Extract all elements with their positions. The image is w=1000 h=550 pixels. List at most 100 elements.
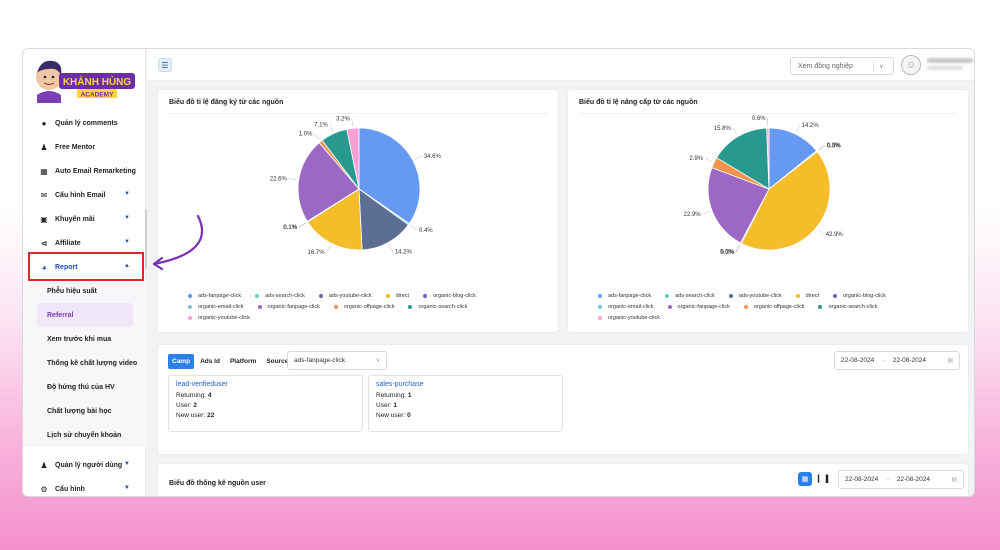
legend-row: organic-email-click organic-fanpage-click…	[598, 301, 900, 312]
pie-label-leader	[702, 211, 711, 215]
pie-slice-ads-fanpage-click[interactable]	[358, 127, 421, 225]
date-from[interactable]: 22-08-2024	[845, 476, 879, 483]
legend-item-ads-search-click[interactable]: ads-search-click	[665, 293, 715, 299]
subnav-label: Xem trước khi mua	[47, 335, 112, 343]
pie-slice-direct[interactable]	[740, 151, 831, 251]
upgrade-source-card: Biểu đồ tỉ lệ nâng cấp từ các nguồn 14.2…	[567, 89, 969, 333]
legend-item-organic-youtube-click[interactable]: organic-youtube-click	[598, 315, 660, 321]
legend-item-organic-fanpage-click[interactable]: organic-fanpage-click	[667, 304, 730, 310]
pie-label-organic-youtube-click: 3.2%	[336, 116, 350, 122]
colleague-select[interactable]: Xem đồng nghiệp ∨	[790, 57, 894, 75]
metric-title[interactable]: lead-verifieduser	[176, 381, 228, 388]
user-email-blurred	[927, 66, 963, 70]
legend-row: organic-youtube-click	[598, 312, 900, 323]
pie-slice-ads-youtube-click[interactable]	[358, 188, 409, 251]
sidebar-item-user-management[interactable]: ♟ Quản lý người dùng ▼	[23, 453, 146, 477]
sidebar-item-email-config[interactable]: ✉ Cấu hình Email ▼	[23, 183, 146, 207]
user-source-date-range[interactable]: 22-08-2024 → 22-08-2024 ▤	[838, 470, 964, 489]
pie-slice-organic-fanpage-click[interactable]	[707, 167, 770, 244]
legend-dot	[667, 304, 672, 309]
source-select[interactable]: ads-fanpage-click ∨	[287, 351, 387, 370]
legend-item-organic-offpage-click[interactable]: organic-offpage-click	[333, 304, 394, 310]
legend-item-ads-fanpage-click[interactable]: ads-fanpage-click	[598, 293, 651, 299]
legend-item-organic-youtube-click[interactable]: organic-youtube-click	[188, 315, 250, 321]
pie-slice-organic-search-click[interactable]	[716, 127, 770, 190]
legend-item-organic-blog-click[interactable]: organic-blog-click	[833, 293, 886, 299]
sidebar-item-promotion[interactable]: ▣ Khuyến mãi ▼	[23, 207, 146, 231]
subnav-video-quality[interactable]: Thống kê chất lượng video	[23, 351, 146, 375]
brand-logo[interactable]: KHÁNH HÙNG ACADEMY	[33, 55, 137, 103]
avatar[interactable]: ☺	[901, 55, 921, 75]
legend-item-organic-search-click[interactable]: organic-search-click	[408, 304, 467, 310]
legend-dot	[423, 293, 428, 298]
legend-label: ads-fanpage-click	[608, 292, 652, 299]
subnav-referral[interactable]: Referral	[37, 303, 133, 327]
calendar-icon: ▤	[951, 477, 957, 483]
chevron-down-icon: ▼	[124, 191, 130, 197]
tab-platform[interactable]: Platform	[229, 358, 257, 365]
pie-label-leader	[818, 144, 825, 151]
legend-item-organic-search-click[interactable]: organic-search-click	[818, 304, 877, 310]
legend-row: organic-email-click organic-fanpage-click…	[188, 301, 490, 312]
sidebar-item-free-mentor[interactable]: ♟ Free Mentor	[23, 135, 146, 159]
metric-returning: Returning: 1	[376, 392, 412, 399]
card-title: Biểu đồ tỉ lệ đăng ký từ các nguồn	[169, 99, 547, 114]
subnav-student-interest[interactable]: Độ hứng thú của HV	[23, 375, 146, 399]
legend-item-organic-offpage-click[interactable]: organic-offpage-click	[743, 303, 805, 310]
legend-item-ads-fanpage-click[interactable]: ads-fanpage-click	[188, 293, 241, 299]
legend-item-ads-youtube-click[interactable]: ads-youtube-click	[728, 293, 782, 299]
subnav-lesson-quality[interactable]: Chất lượng bài học	[23, 399, 146, 423]
sidebar-item-auto-email[interactable]: ▦ Auto Email Remarketing	[23, 159, 146, 183]
pie-slice-direct[interactable]	[307, 188, 363, 251]
sidebar-item-label: Cấu hình Email	[55, 191, 106, 199]
metric-user: User: 2	[176, 402, 197, 409]
pie-slice-organic-youtube-click[interactable]	[346, 127, 360, 190]
legend-label: organic-blog-click	[433, 292, 476, 299]
pie-label-organic-offpage-click: 2.9%	[689, 156, 703, 162]
subnav-transfer-history[interactable]: Lịch sử chuyển khoản	[23, 423, 146, 447]
table-view-button[interactable]: ▦	[798, 472, 812, 486]
legend-item-ads-youtube-click[interactable]: ads-youtube-click	[318, 292, 372, 299]
sidebar-item-comments[interactable]: ● Quản lý comments	[23, 111, 146, 135]
legend-item-organic-email-click[interactable]: organic-email-click	[598, 304, 654, 310]
subnav-performance-funnel[interactable]: Phễu hiệu suất	[23, 279, 146, 303]
registration-source-card: Biểu đồ tỉ lệ đăng ký từ các nguồn 34.6%…	[157, 89, 559, 333]
sidebar-item-label: Auto Email Remarketing	[55, 167, 136, 175]
registration-legend: ads-fanpage-click ads-search-click ads-you…	[188, 290, 490, 323]
tab-source[interactable]: Source	[266, 358, 289, 365]
legend-item-direct[interactable]: direct	[795, 293, 819, 299]
legend-item-organic-fanpage-click[interactable]: organic-fanpage-click	[257, 304, 320, 310]
sidebar-item-report[interactable]: ◕ Report ▲	[23, 255, 146, 279]
sidebar-item-settings[interactable]: ⚙ Cấu hình ▼	[23, 477, 146, 496]
legend-label: organic-offpage-click	[753, 303, 805, 310]
sidebar-scrollbar[interactable]	[145, 209, 147, 269]
pie-label-leader	[818, 145, 826, 151]
arrow-right-icon: →	[880, 357, 887, 364]
pie-slice-organic-youtube-click[interactable]	[766, 127, 770, 190]
pie-slice-ads-fanpage-click[interactable]	[768, 127, 818, 190]
logo-text: KHÁNH HÙNG	[63, 75, 132, 88]
menu-toggle-button[interactable]: ☰	[158, 58, 172, 72]
date-range-picker[interactable]: 22-08-2024 → 22-08-2024 ▤	[834, 351, 960, 370]
date-to[interactable]: 22-08-2024	[896, 476, 930, 483]
legend-item-organic-email-click[interactable]: organic-email-click	[188, 304, 244, 310]
legend-item-organic-blog-click[interactable]: organic-blog-click	[423, 293, 476, 299]
legend-label: ads-youtube-click	[328, 292, 372, 299]
date-from[interactable]: 22-08-2024	[841, 357, 875, 364]
pie-label-leader	[817, 228, 824, 235]
legend-dot	[255, 293, 260, 298]
subnav-preview-before-buy[interactable]: Xem trước khi mua	[23, 327, 146, 351]
legend-dot	[257, 304, 262, 309]
sidebar-item-affiliate[interactable]: ⊲ Affiliate ▼	[23, 231, 146, 255]
tab-ads-id[interactable]: Ads Id	[200, 358, 220, 365]
legend-item-ads-search-click[interactable]: ads-search-click	[255, 293, 305, 299]
pie-slice-organic-fanpage-click[interactable]	[297, 142, 360, 222]
tab-camp[interactable]: Camp	[168, 354, 195, 369]
chart-view-button[interactable]: ▎▐	[816, 472, 830, 486]
metric-title[interactable]: sales-purchase	[376, 381, 424, 388]
legend-item-direct[interactable]: direct	[385, 293, 409, 299]
pie-label-leader	[388, 244, 394, 252]
legend-dot	[188, 304, 192, 309]
pie-label-direct: 16.7%	[308, 250, 326, 256]
date-to[interactable]: 22-08-2024	[892, 357, 926, 364]
